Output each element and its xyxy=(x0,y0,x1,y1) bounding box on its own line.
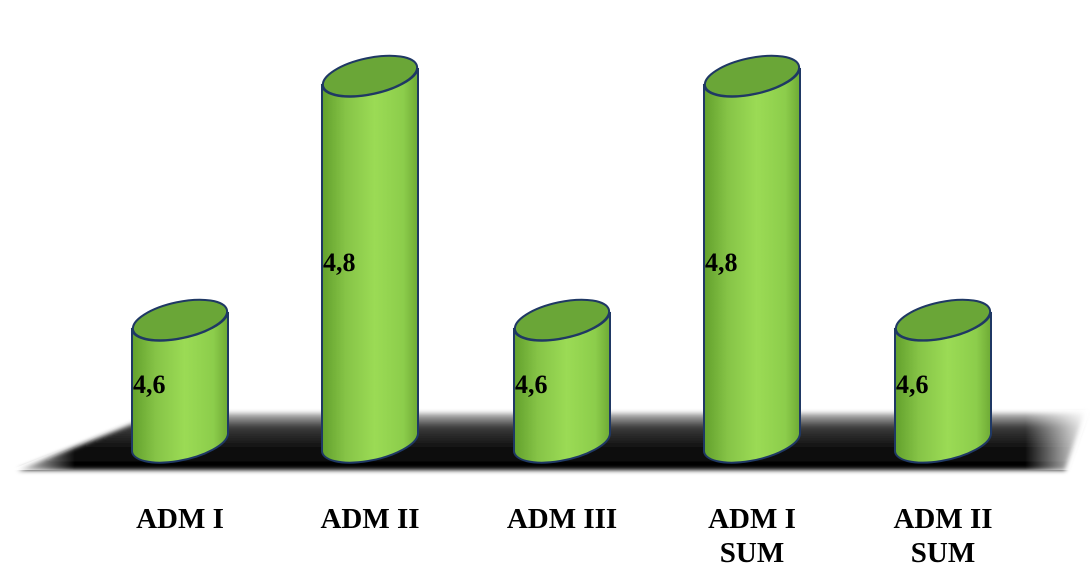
category-label: ADM I xyxy=(136,503,224,535)
bar-cylinder-top xyxy=(321,54,419,98)
bar-value-label: 4,8 xyxy=(323,248,356,277)
bar-cylinder-top xyxy=(703,54,801,98)
category-label: ADM II SUM xyxy=(893,503,992,566)
bar-value-label: 4,6 xyxy=(896,370,929,399)
bar-value-label: 4,6 xyxy=(133,370,166,399)
category-label: ADM III xyxy=(507,503,617,535)
bar-cylinder-top xyxy=(513,298,611,342)
category-labels: ADM I ADM II ADM III ADM I SUM ADM II SUM xyxy=(136,503,992,566)
bars-group: 4,6 4,8 4,6 4,8 4,6 xyxy=(130,54,992,464)
bar-cylinder-top xyxy=(131,298,229,342)
category-label: ADM I SUM xyxy=(708,503,796,566)
bar-value-label: 4,8 xyxy=(705,248,738,277)
bar-value-label: 4,6 xyxy=(515,370,548,399)
category-label: ADM II xyxy=(320,503,419,535)
bar-cylinder-top xyxy=(894,298,992,342)
